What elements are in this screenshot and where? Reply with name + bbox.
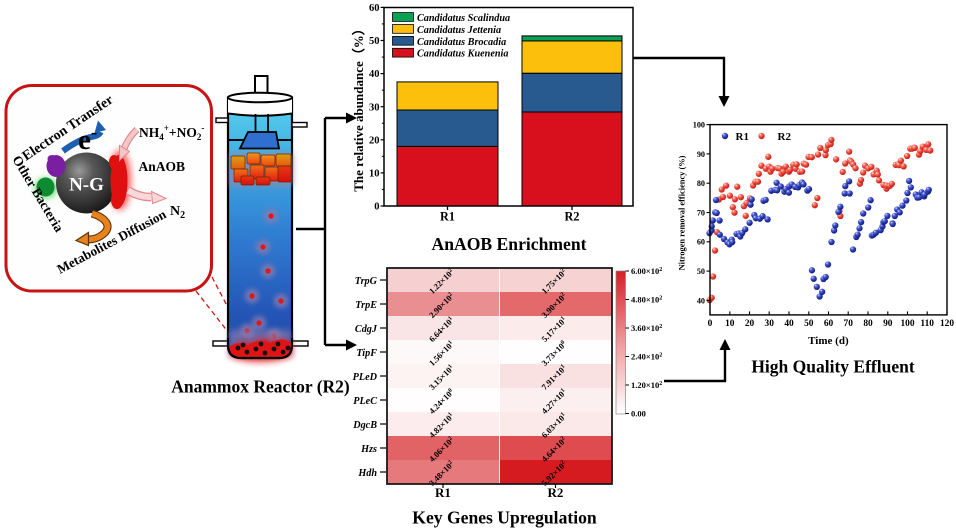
svg-text:NH4++NO2-: NH4++NO2- [139, 123, 204, 142]
svg-text:R2: R2 [778, 131, 792, 143]
svg-text:Candidatus Brocadia: Candidatus Brocadia [417, 37, 506, 48]
svg-text:70: 70 [697, 208, 705, 217]
svg-text:1.20×102: 1.20×102 [631, 380, 662, 390]
svg-text:PLeC: PLeC [353, 396, 377, 407]
svg-text:80: 80 [697, 179, 705, 188]
svg-text:R1: R1 [440, 209, 455, 223]
svg-text:6.00×102: 6.00×102 [631, 266, 662, 276]
svg-text:AnAOB: AnAOB [139, 159, 186, 174]
svg-text:Candidatus Jettenia: Candidatus Jettenia [417, 25, 501, 36]
svg-text:The relative abundance（%）: The relative abundance（%） [351, 22, 366, 192]
svg-text:Hdh: Hdh [357, 468, 377, 479]
svg-text:Key Genes Upregulation: Key Genes Upregulation [412, 508, 597, 528]
svg-text:10: 10 [725, 319, 735, 329]
svg-text:100: 100 [693, 121, 705, 130]
svg-text:Candidatus Kuenenia: Candidatus Kuenenia [417, 49, 508, 60]
svg-text:N-G: N-G [69, 175, 104, 196]
svg-text:50: 50 [804, 319, 814, 329]
svg-text:3.60×102: 3.60×102 [631, 323, 662, 333]
svg-text:60: 60 [369, 3, 380, 14]
svg-text:50: 50 [369, 36, 380, 47]
svg-text:R1: R1 [736, 131, 749, 143]
svg-text:Hzs: Hzs [360, 444, 377, 455]
svg-text:TipF: TipF [356, 348, 377, 359]
svg-text:CdgJ: CdgJ [355, 324, 378, 335]
svg-text:100: 100 [900, 319, 914, 329]
svg-text:Time (d): Time (d) [808, 335, 849, 347]
svg-text:20: 20 [745, 319, 755, 329]
svg-text:80: 80 [863, 319, 873, 329]
svg-text:70: 70 [844, 319, 854, 329]
svg-text:60: 60 [824, 319, 834, 329]
svg-text:40: 40 [697, 296, 705, 305]
svg-text:10: 10 [369, 169, 380, 180]
svg-text:90: 90 [697, 150, 705, 159]
svg-text:TrpE: TrpE [355, 300, 377, 311]
svg-text:Nitrogen removal efficiency (%: Nitrogen removal efficiency (%) [678, 155, 687, 270]
svg-text:R1: R1 [435, 485, 451, 500]
svg-text:120: 120 [940, 319, 954, 329]
svg-text:2.40×102: 2.40×102 [631, 352, 662, 362]
svg-text:Candidatus Scalindua: Candidatus Scalindua [417, 13, 510, 24]
svg-text:0.00: 0.00 [631, 409, 646, 419]
svg-text:R2: R2 [548, 485, 564, 500]
svg-text:R2: R2 [565, 209, 580, 223]
svg-text:TrpG: TrpG [355, 276, 378, 287]
svg-text:60: 60 [697, 238, 705, 247]
svg-text:Anammox Reactor (R2): Anammox Reactor (R2) [171, 377, 350, 397]
svg-text:0: 0 [374, 202, 379, 213]
svg-text:20: 20 [369, 135, 380, 146]
svg-text:0: 0 [708, 319, 713, 329]
svg-text:PLeD: PLeD [353, 372, 378, 383]
svg-text:High Quality Effluent: High Quality Effluent [751, 357, 915, 377]
svg-text:DgcB: DgcB [352, 420, 377, 431]
svg-text:30: 30 [765, 319, 775, 329]
svg-text:40: 40 [369, 69, 380, 80]
svg-text:4.80×102: 4.80×102 [631, 295, 662, 305]
svg-text:30: 30 [369, 102, 380, 113]
svg-text:50: 50 [697, 267, 705, 276]
svg-text:90: 90 [883, 319, 893, 329]
svg-text:110: 110 [920, 319, 934, 329]
svg-text:AnAOB Enrichment: AnAOB Enrichment [432, 234, 587, 254]
svg-text:40: 40 [784, 319, 794, 329]
